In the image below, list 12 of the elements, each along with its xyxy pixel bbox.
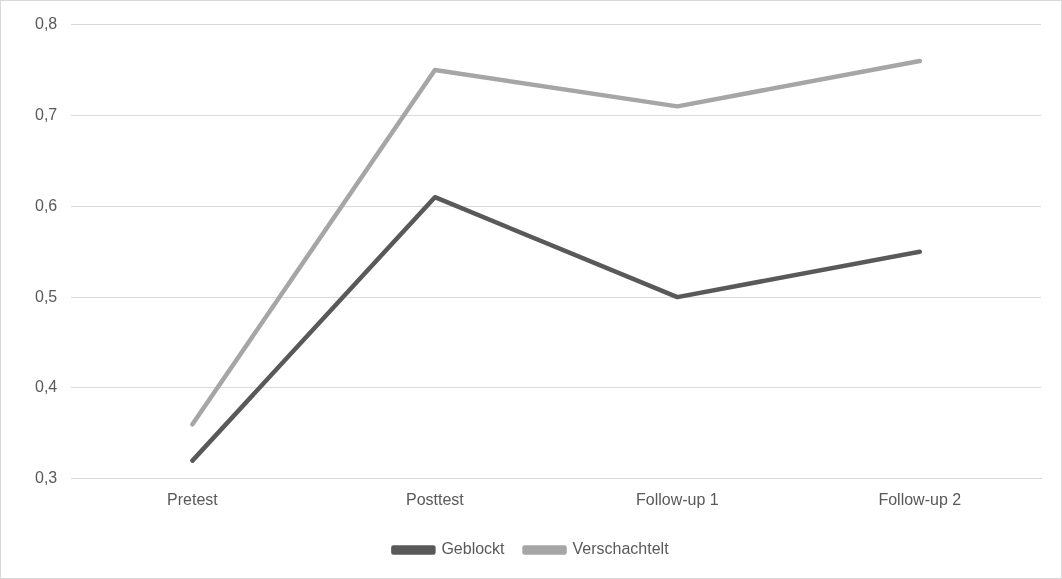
y-tick-label: 0,8 <box>34 15 58 33</box>
y-tick-label: 0,7 <box>34 105 58 123</box>
legend-label: Geblockt <box>441 540 506 558</box>
y-tick-label: 0,5 <box>34 287 58 305</box>
x-tick-label: Follow-up 2 <box>878 490 962 508</box>
x-tick-label: Posttest <box>406 490 465 508</box>
x-tick-label: Follow-up 1 <box>635 490 719 508</box>
y-tick-label: 0,4 <box>34 378 58 396</box>
y-tick-label: 0,6 <box>34 196 58 214</box>
x-tick-label: Pretest <box>167 490 219 508</box>
y-tick-label: 0,3 <box>34 469 58 487</box>
legend-label: Verschachtelt <box>572 540 670 558</box>
